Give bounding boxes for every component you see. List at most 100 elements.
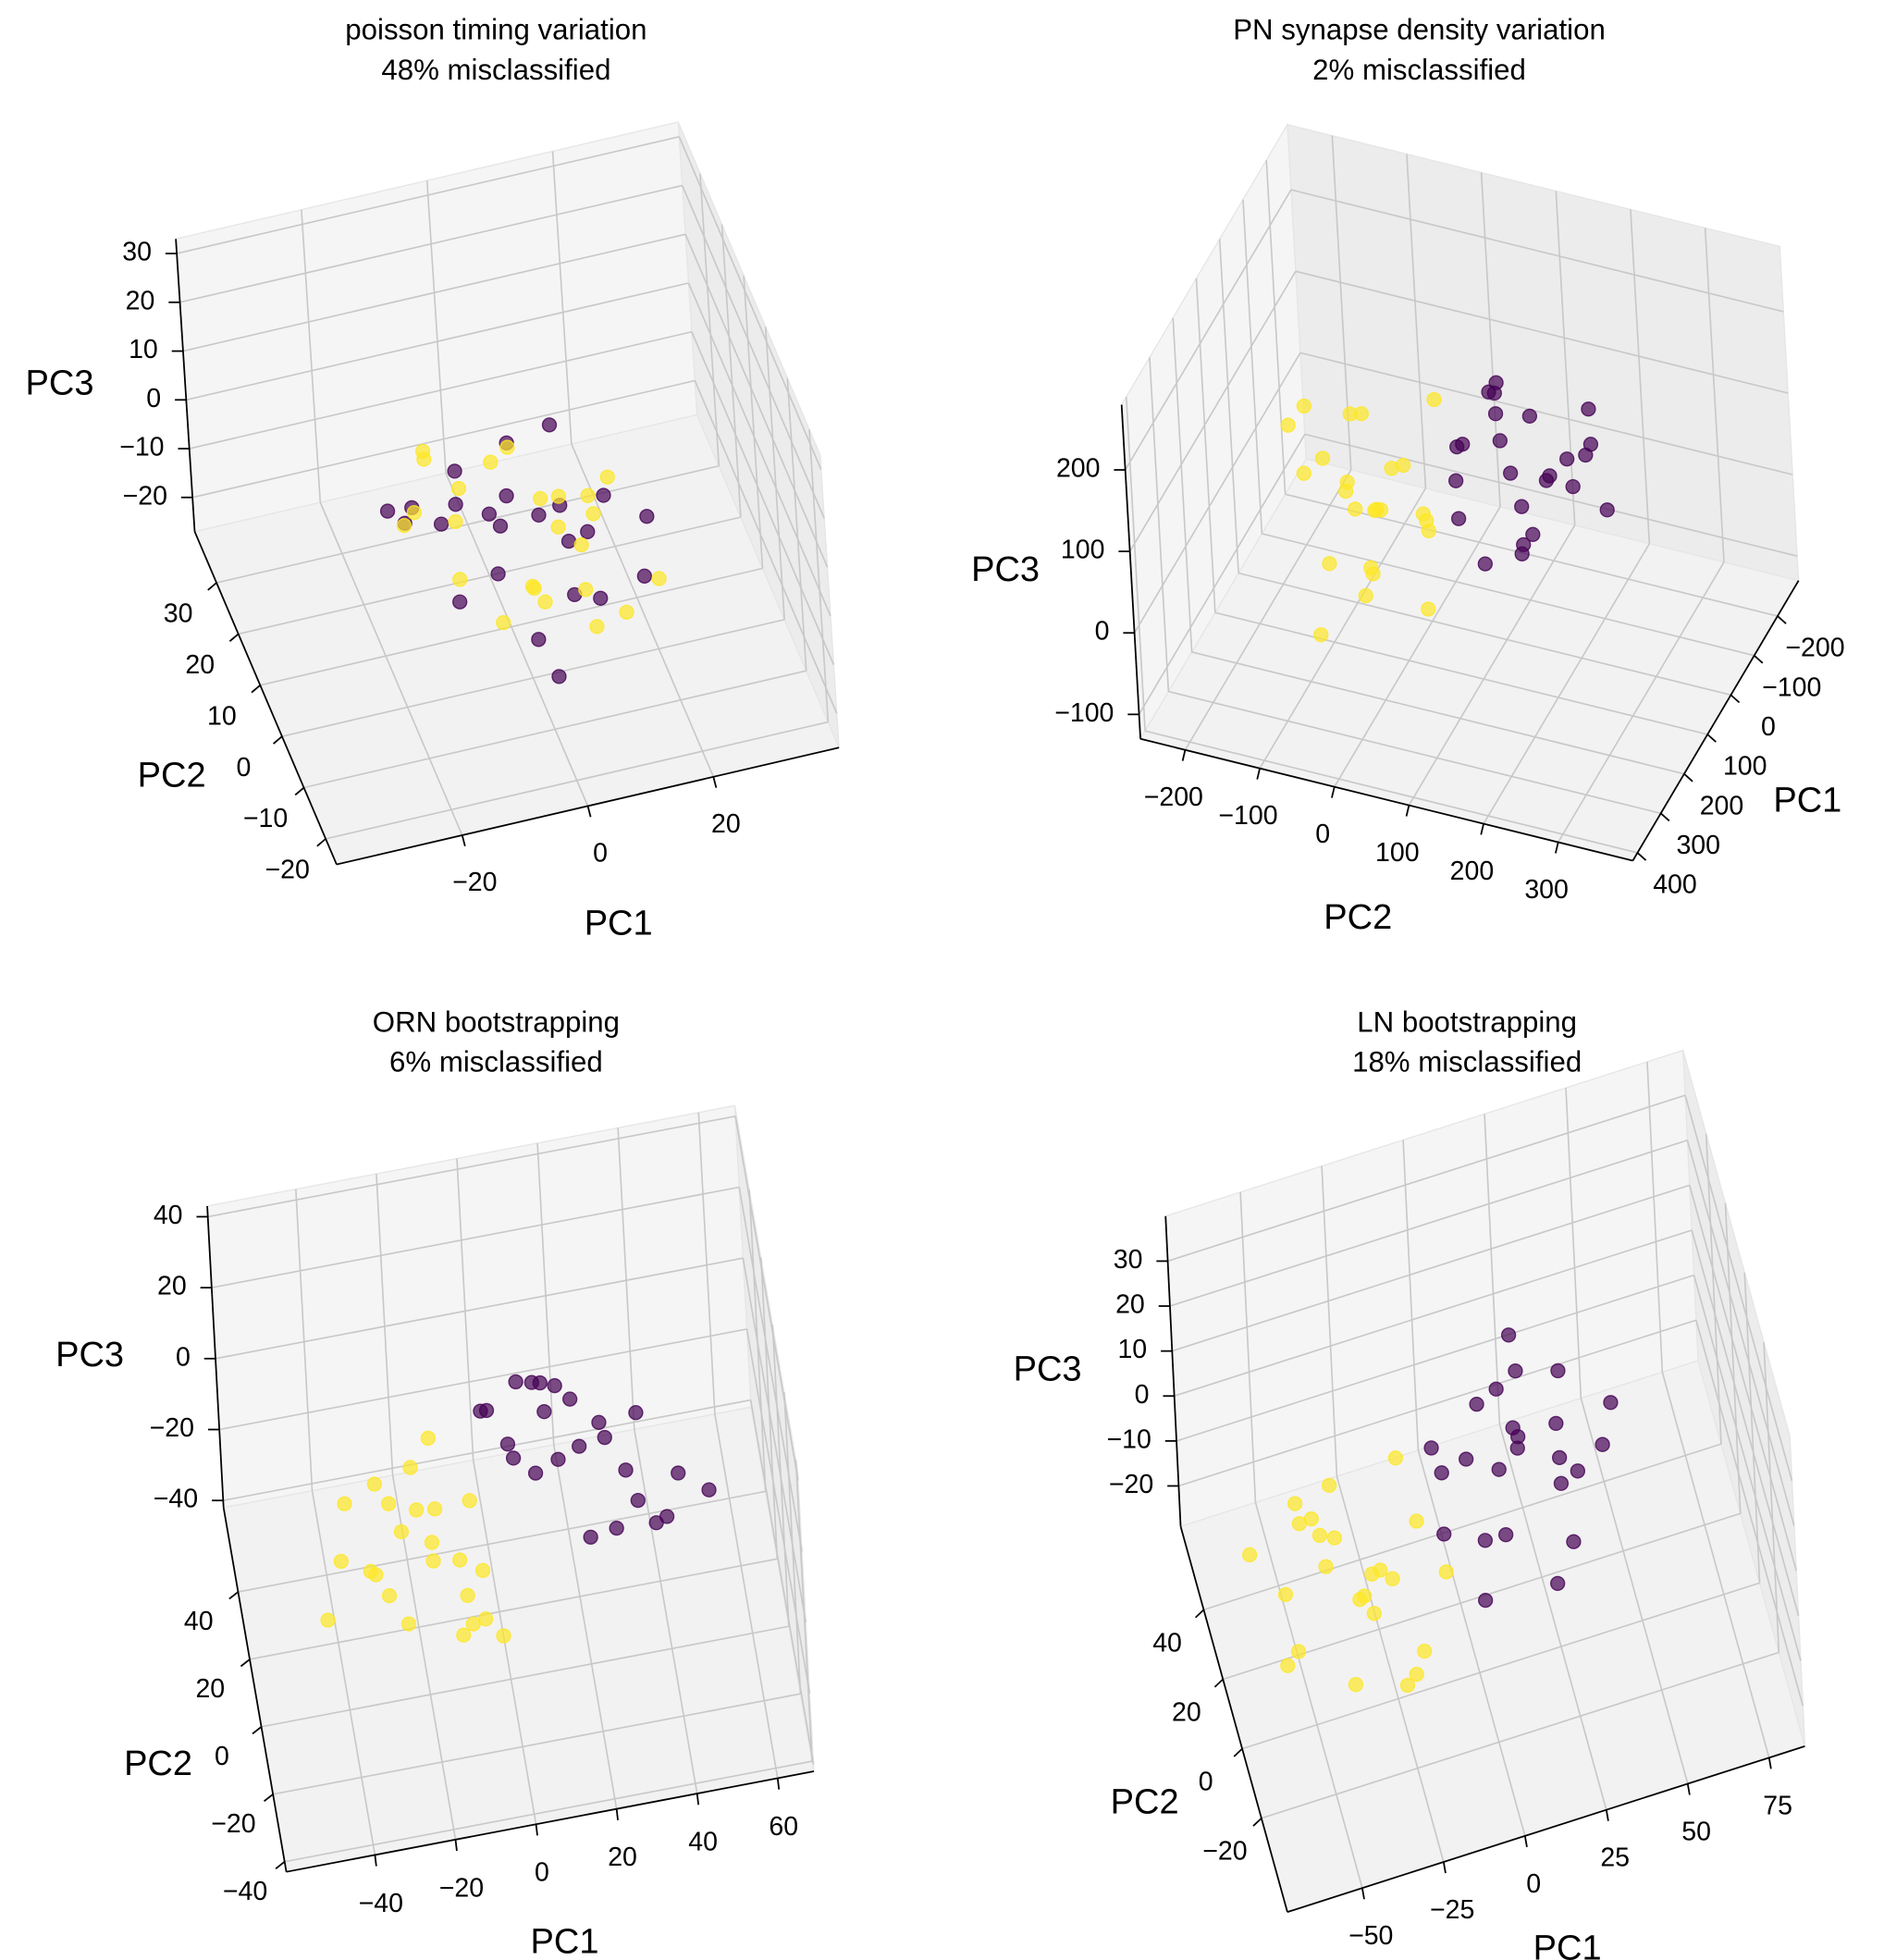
tick-mark	[273, 735, 283, 745]
point	[1280, 417, 1296, 433]
point	[414, 443, 431, 460]
tick-mark	[1256, 768, 1261, 780]
point	[1525, 526, 1541, 542]
tick-mark	[1660, 812, 1670, 822]
point	[1417, 1643, 1433, 1659]
grid-line	[1128, 270, 1297, 552]
point	[630, 1492, 646, 1509]
axis-line	[175, 239, 196, 532]
y-tick-label: −20	[1202, 1837, 1247, 1867]
grid-line	[1172, 317, 1193, 652]
point	[1242, 1547, 1258, 1563]
tick-mark	[586, 806, 592, 818]
point	[481, 506, 498, 522]
point	[320, 1612, 336, 1628]
axis-label: PC3	[1014, 1350, 1082, 1389]
point	[1455, 437, 1471, 452]
grid-line	[1191, 651, 1685, 775]
point	[1385, 1571, 1400, 1586]
point	[1426, 391, 1442, 408]
grid-line	[1167, 1094, 1686, 1263]
point	[499, 487, 514, 504]
point	[671, 1465, 686, 1481]
point	[1538, 473, 1555, 488]
point	[452, 1552, 468, 1568]
point	[701, 1482, 717, 1498]
x-tick-label: 40	[688, 1828, 718, 1857]
grid-line	[1168, 690, 1661, 815]
point	[1459, 1451, 1474, 1467]
z-tick-label: 200	[1056, 454, 1101, 484]
grid-line	[1169, 1139, 1688, 1307]
point	[1280, 1658, 1296, 1673]
panel: LN bootstrapping 18% misclassified −50 −25 0…	[1014, 1005, 1806, 1960]
grid-line	[786, 377, 807, 672]
point	[1313, 627, 1329, 643]
grid-line	[745, 1328, 811, 1694]
grid-line	[1242, 199, 1263, 535]
y-tick-label: 0	[237, 753, 252, 783]
point	[396, 517, 413, 534]
tick-mark	[454, 1839, 458, 1852]
point	[1436, 1526, 1452, 1542]
grid-line	[1299, 351, 1793, 475]
tick-mark	[207, 582, 217, 591]
grid-line	[1218, 239, 1239, 573]
point	[572, 1438, 587, 1454]
axis-label: PC2	[124, 1744, 192, 1783]
point	[366, 1476, 382, 1492]
point	[1550, 1575, 1566, 1592]
x-tick-label: 75	[1763, 1791, 1792, 1820]
axis-line	[206, 1205, 225, 1508]
tick-mark	[251, 684, 261, 694]
tick-mark	[461, 834, 466, 847]
y-tick-label: 20	[1172, 1697, 1201, 1727]
point	[1553, 1475, 1570, 1491]
tick-mark	[1767, 1757, 1772, 1769]
point	[580, 524, 596, 539]
grid-line	[1334, 506, 1501, 788]
axis-label: PC1	[585, 904, 653, 943]
y-tick-label: 200	[1450, 857, 1495, 886]
grid-line	[273, 1693, 801, 1795]
point	[1514, 499, 1530, 514]
axis-label: PC2	[138, 757, 206, 795]
y-tick-label: −20	[265, 856, 310, 885]
point	[536, 1404, 552, 1420]
point	[393, 1523, 410, 1540]
tick-mark	[615, 1808, 619, 1820]
point	[619, 604, 634, 620]
grid-line	[551, 151, 573, 445]
x-tick-label: 25	[1600, 1843, 1630, 1873]
point	[450, 480, 467, 497]
grid-line	[684, 233, 829, 568]
grid-line	[249, 1558, 778, 1660]
grid-line	[1691, 1229, 1800, 1617]
grid-line	[238, 516, 742, 635]
grid-line	[281, 619, 785, 737]
point	[580, 487, 596, 503]
tick-mark	[1730, 694, 1741, 704]
grid-line	[376, 1174, 394, 1476]
point	[651, 571, 667, 586]
point	[1423, 1440, 1439, 1456]
grid-line	[764, 327, 785, 620]
tick-mark	[316, 838, 326, 847]
grid-line	[734, 1116, 799, 1481]
grid-line	[1214, 611, 1708, 735]
axis-label: PC2	[1111, 1782, 1179, 1821]
point	[597, 1429, 612, 1446]
point	[1318, 1559, 1334, 1574]
grid-line	[303, 670, 807, 789]
y-tick-label: −100	[1218, 801, 1277, 831]
axis-label: PC2	[1324, 898, 1392, 937]
point	[550, 519, 566, 535]
point	[499, 1436, 516, 1452]
tick-mark	[1405, 805, 1410, 817]
x-tick-label: −100	[1762, 672, 1821, 702]
grid-line	[1417, 1449, 1526, 1837]
x-tick-label: 0	[593, 839, 608, 869]
z-tick-label: −40	[154, 1485, 198, 1514]
z-tick-label: 0	[176, 1342, 191, 1372]
